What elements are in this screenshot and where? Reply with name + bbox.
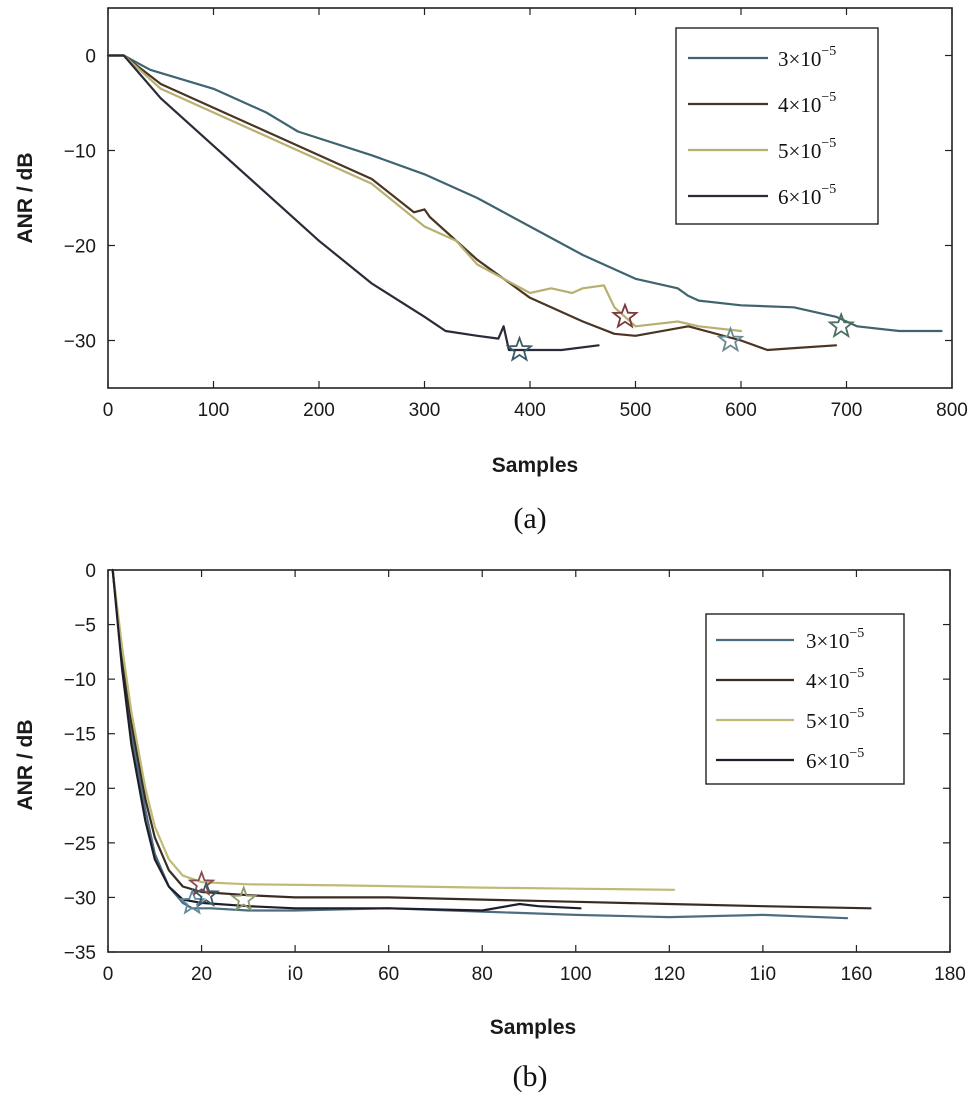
- y-tick-label: 0: [85, 47, 96, 68]
- series-line-1: [111, 568, 849, 920]
- legend-b: 3×10−54×10−55×10−56×10−5: [705, 613, 905, 785]
- x-tick-label: 700: [831, 400, 863, 421]
- x-axis-label-a: Samples: [492, 454, 578, 477]
- ticks-a: 0 100 200 300 400 500 600 700 800 0 −10 −20 −30: [64, 8, 968, 421]
- x-tick-label: 100: [198, 400, 230, 421]
- x-tick-label: 1ⅰ0: [750, 964, 776, 985]
- x-tick-label: 800: [936, 400, 968, 421]
- x-tick-label: 80: [472, 964, 493, 985]
- x-tick-label: 100: [560, 964, 592, 985]
- y-tick-label: −15: [64, 725, 96, 746]
- series-line-4: [106, 54, 600, 352]
- x-tick-label: 160: [841, 964, 873, 985]
- panel-a: 0 100 200 300 400 500 600 700 800 0 −10 −20 −30 3×10…: [14, 7, 968, 535]
- y-tick-label: −35: [64, 943, 96, 964]
- x-tick-label: 60: [378, 964, 399, 985]
- y-tick-label: −5: [74, 616, 96, 637]
- y-tick-label: −20: [64, 779, 96, 800]
- y-tick-label: −30: [64, 332, 96, 353]
- series-line-3: [111, 568, 676, 891]
- star-marker-4: [192, 880, 221, 908]
- y-axis-label-b: ANR / dB: [14, 720, 37, 811]
- x-tick-label: 600: [725, 400, 757, 421]
- legend-exponent: −5: [849, 746, 864, 761]
- star-markers-a: [505, 302, 856, 362]
- legend-exponent: −5: [849, 666, 864, 681]
- x-tick-label: 300: [409, 400, 441, 421]
- star-marker-3: [716, 325, 745, 353]
- ticks-b: 0 20 ⅰ0 60 80 100 120 1ⅰ0 160 180 0 −5 −10 −15 −20 −25 −…: [64, 561, 966, 985]
- series-line-2: [106, 54, 838, 352]
- y-tick-label: −10: [64, 142, 96, 163]
- x-tick-label: 0: [103, 400, 114, 421]
- x-tick-label: 120: [653, 964, 685, 985]
- x-axis-label-b: Samples: [490, 1016, 576, 1039]
- panel-b: 0 20 ⅰ0 60 80 100 120 1ⅰ0 160 180 0 −5 −10 −15 −20 −25 −…: [14, 561, 966, 1093]
- legend-exponent: −5: [821, 182, 836, 197]
- y-tick-label: −30: [64, 888, 96, 909]
- x-tick-label: 180: [934, 964, 966, 985]
- legend-exponent: −5: [821, 90, 836, 105]
- series-line-4: [111, 568, 582, 912]
- star-marker-4: [505, 335, 534, 362]
- legend-exponent: −5: [821, 136, 836, 151]
- series-lines-b: [111, 568, 872, 920]
- x-tick-label: 400: [514, 400, 546, 421]
- x-tick-label: 200: [303, 400, 335, 421]
- star-marker-2: [187, 869, 216, 897]
- x-tick-label: 0: [103, 964, 114, 985]
- y-axis-label-a: ANR / dB: [14, 153, 37, 244]
- x-tick-label: 500: [620, 400, 652, 421]
- plot-frame-b: [107, 569, 951, 953]
- legend-exponent: −5: [821, 44, 836, 59]
- star-marker-1: [827, 311, 856, 339]
- x-tick-label: 20: [191, 964, 212, 985]
- legend-exponent: −5: [849, 706, 864, 721]
- y-tick-label: 0: [85, 561, 96, 582]
- legend-box-a: [675, 27, 879, 225]
- star-marker-2: [611, 302, 639, 329]
- y-tick-label: −10: [64, 670, 96, 691]
- legend-a: 3×10−54×10−55×10−56×10−5: [675, 27, 879, 225]
- legend-exponent: −5: [849, 626, 864, 641]
- y-tick-label: −20: [64, 237, 96, 258]
- star-marker-3: [229, 884, 258, 912]
- y-tick-label: −25: [64, 834, 96, 855]
- legend-box-b: [705, 613, 905, 785]
- series-line-1: [106, 54, 943, 333]
- legend-label-4: 6×10−5: [778, 182, 836, 209]
- caption-b: (b): [513, 1060, 548, 1093]
- series-line-2: [111, 568, 872, 910]
- caption-a: (a): [513, 502, 546, 535]
- star-markers-b: [178, 869, 258, 915]
- x-tick-label: ⅰ0: [287, 964, 303, 985]
- series-line-3: [106, 54, 743, 333]
- legend-label-3: 5×10−5: [806, 706, 864, 733]
